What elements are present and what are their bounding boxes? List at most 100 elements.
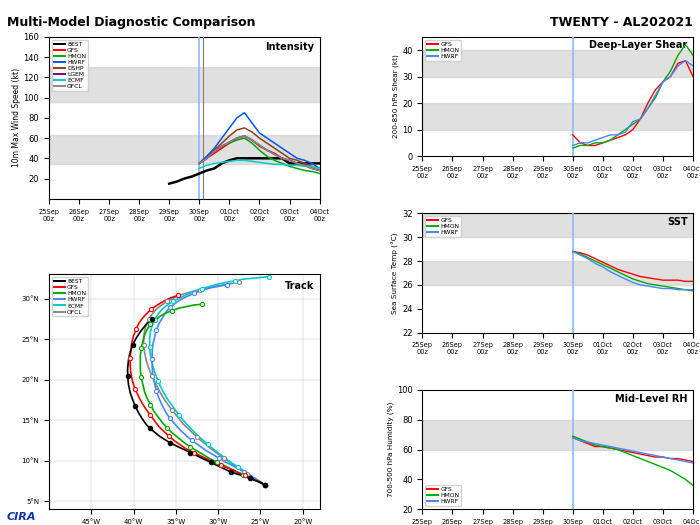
OFCL: [240, 133, 248, 139]
Line: GFS: GFS: [573, 438, 693, 461]
LGEM: [286, 157, 294, 163]
DSHP: [232, 127, 241, 133]
Y-axis label: 200-850 hPa Shear (kt): 200-850 hPa Shear (kt): [393, 55, 399, 138]
GFS: [584, 142, 592, 149]
OFCL: [195, 160, 204, 166]
HMON: [659, 283, 667, 289]
HMON: [629, 276, 637, 282]
HWRF: [293, 155, 301, 162]
BEST: [270, 155, 279, 162]
GFS: [293, 160, 301, 166]
GFS: [256, 143, 264, 149]
HMON: [576, 251, 584, 257]
BEST: [225, 157, 234, 163]
DSHP: [248, 129, 256, 135]
HMON: [674, 52, 682, 58]
LGEM: [308, 165, 316, 172]
BEST: [165, 181, 174, 187]
HWRF: [598, 134, 607, 141]
Line: DSHP: DSHP: [199, 128, 320, 169]
BEST: [256, 155, 264, 162]
HWRF: [644, 105, 652, 111]
BEST: [195, 170, 204, 176]
Line: HMON: HMON: [573, 45, 693, 148]
GFS: [278, 155, 286, 162]
GFS: [689, 458, 697, 465]
Y-axis label: Sea Surface Temp (°C): Sea Surface Temp (°C): [392, 232, 399, 314]
Text: Deep-Layer Shear: Deep-Layer Shear: [589, 40, 687, 50]
GFS: [606, 262, 615, 269]
HMON: [584, 254, 592, 260]
DSHP: [195, 160, 204, 166]
HWRF: [606, 444, 615, 450]
HMON: [248, 140, 256, 146]
HWRF: [218, 135, 226, 141]
HWRF: [568, 142, 577, 149]
BEST: [262, 155, 271, 162]
HMON: [629, 453, 637, 459]
HMON: [651, 282, 659, 288]
HMON: [644, 458, 652, 465]
GFS: [651, 454, 659, 460]
GFS: [659, 277, 667, 284]
BEST: [248, 155, 256, 162]
GFS: [644, 453, 652, 459]
GFS: [621, 132, 629, 138]
GFS: [681, 278, 690, 285]
HWRF: [248, 120, 256, 126]
HWRF: [666, 455, 675, 461]
Bar: [422, 261, 693, 285]
DSHP: [262, 140, 271, 146]
LGEM: [256, 142, 264, 148]
OFCL: [202, 155, 211, 162]
BEST: [286, 160, 294, 166]
HMON: [606, 265, 615, 271]
GFS: [636, 274, 645, 280]
GFS: [262, 147, 271, 153]
DSHP: [210, 147, 218, 153]
Text: Mid-Level RH: Mid-Level RH: [615, 394, 687, 404]
GFS: [614, 446, 622, 453]
HWRF: [591, 137, 599, 143]
HMON: [621, 127, 629, 133]
HMON: [666, 284, 675, 290]
LGEM: [278, 155, 286, 162]
HWRF: [659, 286, 667, 292]
HMON: [598, 140, 607, 146]
BEST: [300, 160, 309, 166]
GFS: [674, 455, 682, 461]
HWRF: [584, 256, 592, 262]
HMON: [591, 140, 599, 146]
HMON: [636, 116, 645, 122]
GFS: [629, 449, 637, 456]
HWRF: [308, 160, 316, 166]
ECMF: [256, 159, 264, 165]
HMON: [256, 147, 264, 153]
BEST: [293, 160, 301, 166]
Line: GFS: GFS: [573, 60, 693, 145]
GFS: [576, 437, 584, 444]
GFS: [286, 157, 294, 163]
Bar: [49, 67, 320, 101]
HWRF: [286, 150, 294, 156]
ECMF: [293, 162, 301, 169]
HMON: [568, 248, 577, 255]
GFS: [591, 256, 599, 262]
HMON: [674, 472, 682, 478]
Legend: GFS, HMON, HWRF: GFS, HMON, HWRF: [426, 485, 461, 506]
HWRF: [621, 276, 629, 282]
GFS: [240, 133, 248, 139]
BEST: [218, 160, 226, 166]
HWRF: [629, 119, 637, 125]
HMON: [293, 165, 301, 172]
GFS: [598, 444, 607, 450]
GFS: [568, 132, 577, 138]
BEST: [278, 155, 286, 162]
Y-axis label: 700-500 hPa Humidity (%): 700-500 hPa Humidity (%): [388, 402, 394, 497]
Text: Multi-Model Diagnostic Comparison: Multi-Model Diagnostic Comparison: [7, 16, 256, 29]
HMON: [584, 439, 592, 445]
HMON: [316, 170, 324, 176]
LGEM: [240, 133, 248, 139]
HWRF: [644, 451, 652, 457]
GFS: [674, 60, 682, 67]
